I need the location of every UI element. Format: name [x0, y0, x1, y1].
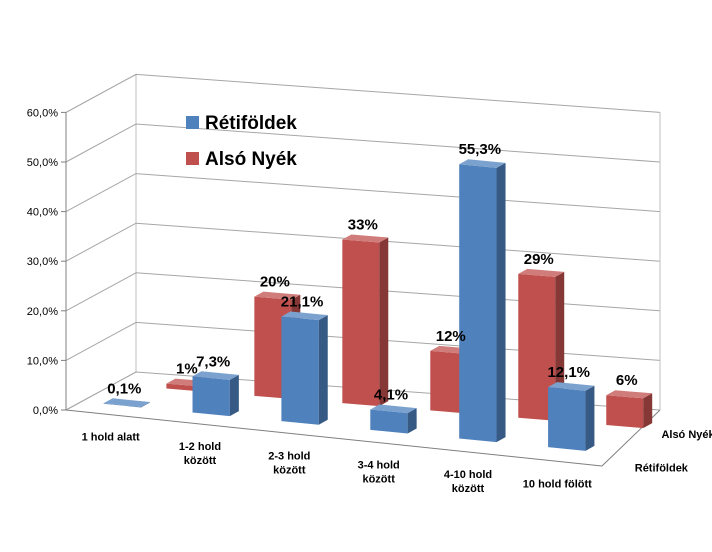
data-label: 20% — [260, 274, 290, 291]
data-labels: 1% 20% 33% 12% 29% 6% 0,1% 7,3% 21,1% 4,1% 55,3% 12… — [107, 141, 637, 403]
bar-side — [585, 385, 595, 451]
bar-top — [192, 371, 239, 380]
gridline — [65, 173, 661, 213]
axes — [61, 111, 661, 467]
bar-top — [254, 291, 301, 300]
bar-top — [548, 382, 595, 391]
y-tick-label: 10,0% — [27, 355, 58, 367]
legend-swatch — [186, 152, 199, 165]
bars — [103, 159, 653, 451]
bar-top — [342, 234, 389, 243]
data-label: 7,3% — [196, 353, 230, 370]
data-label: 29% — [524, 251, 554, 268]
x-axis-categories: 1 hold alatt 1-2 hold között 2-3 hold között… — [82, 432, 593, 495]
bar-also-nyek — [518, 273, 556, 421]
bar-also-nyek — [430, 350, 468, 414]
bar-retifoldek — [370, 409, 408, 434]
bar-side — [379, 237, 389, 407]
y-axis-ticks: 0,0% 10,0% 20,0% 30,0% 40,0% 50,0% 60,0% — [27, 107, 58, 417]
gridlines — [65, 73, 661, 411]
bar-also-nyek — [342, 239, 380, 407]
bar-top — [518, 268, 565, 277]
bar-top — [370, 404, 417, 414]
bar-retifoldek — [548, 387, 586, 451]
bar-side — [229, 374, 239, 417]
y-tick-label: 20,0% — [27, 306, 58, 318]
bar-also-nyek — [606, 395, 644, 429]
bar-side — [643, 393, 653, 429]
depth-axis-labels: Alsó Nyék Rétiföldek — [635, 429, 712, 475]
legend-label: Alsó Nyék — [205, 149, 297, 170]
category-label: 1-2 hold között — [179, 441, 221, 467]
category-label: 10 hold fölött — [523, 478, 592, 490]
data-label: 1% — [176, 361, 198, 378]
data-label: 4,1% — [374, 386, 408, 403]
y-tick-label: 0,0% — [33, 405, 58, 417]
bar-retifoldek — [459, 164, 497, 443]
bar-top — [606, 390, 653, 399]
bar-top — [459, 159, 506, 168]
y-tick-label: 60,0% — [27, 107, 58, 119]
gridline — [65, 123, 661, 163]
bar-retifoldek — [103, 403, 141, 408]
legend-swatch — [186, 116, 199, 129]
bar-side — [496, 162, 506, 443]
bar-retifoldek — [192, 376, 230, 417]
y-tick-label: 30,0% — [27, 256, 58, 268]
data-label: 12,1% — [547, 364, 590, 381]
gridline — [65, 73, 661, 113]
data-label: 12% — [436, 328, 466, 345]
bar-retifoldek — [281, 316, 319, 425]
legend: Rétiföldek Alsó Nyék — [186, 113, 297, 170]
data-label: 21,1% — [281, 293, 324, 310]
depth-label: Alsó Nyék — [661, 429, 712, 441]
bar-side — [407, 408, 417, 434]
legend-label: Rétiföldek — [205, 113, 297, 134]
category-label: 4-10 hold között — [444, 469, 492, 495]
data-label: 0,1% — [107, 380, 141, 397]
category-label: 2-3 hold között — [268, 450, 310, 476]
depth-label: Rétiföldek — [635, 463, 689, 475]
category-label: 3-4 hold között — [358, 460, 400, 486]
bar-top — [103, 398, 150, 407]
y-tick-label: 50,0% — [27, 157, 58, 169]
data-label: 33% — [348, 216, 378, 233]
bar-side — [318, 315, 328, 425]
data-label: 55,3% — [459, 141, 502, 158]
data-label: 6% — [616, 372, 638, 389]
y-tick-label: 40,0% — [27, 207, 58, 219]
category-label: 1 hold alatt — [82, 432, 140, 444]
bar-side — [140, 401, 150, 408]
bar-top — [281, 311, 328, 321]
x-axis — [65, 409, 603, 467]
